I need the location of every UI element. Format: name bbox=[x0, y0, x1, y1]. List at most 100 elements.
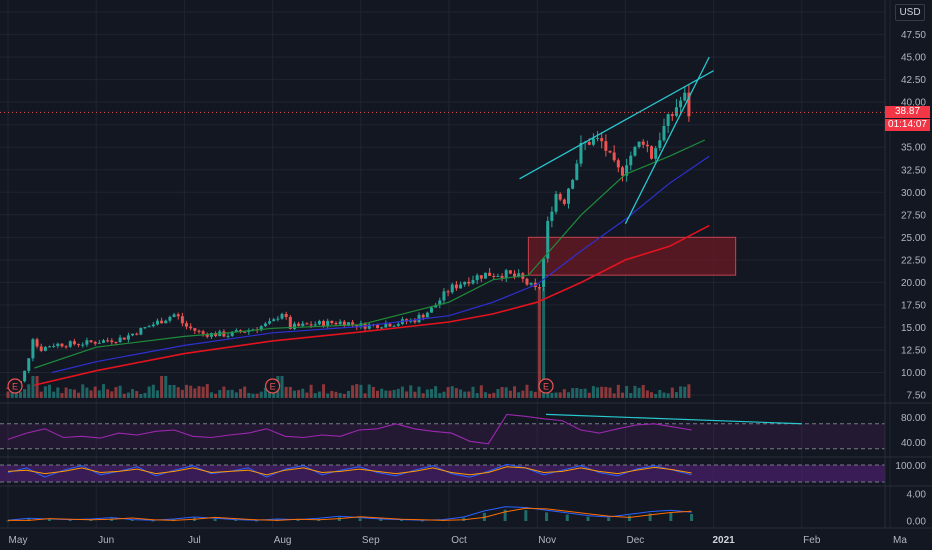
candle-body bbox=[189, 326, 193, 329]
macd-histogram-bar bbox=[524, 510, 528, 521]
candle-body bbox=[106, 340, 110, 342]
volume-bar bbox=[346, 390, 350, 398]
candle-body bbox=[467, 281, 471, 284]
volume-bar bbox=[81, 384, 85, 398]
volume-bar bbox=[479, 385, 483, 398]
volume-bar bbox=[292, 390, 296, 398]
candle-body bbox=[342, 321, 346, 326]
volume-bar bbox=[554, 392, 558, 398]
time-axis[interactable]: May Jun Jul Aug Sep Oct Nov Dec 2021 Feb Ma bbox=[9, 535, 908, 546]
macd-histogram-bar bbox=[503, 509, 507, 521]
volume-bar bbox=[209, 392, 213, 398]
candle-body bbox=[629, 155, 633, 166]
macd-histogram-bar bbox=[586, 516, 590, 521]
volume-bar bbox=[417, 386, 421, 398]
candle-body bbox=[417, 314, 421, 323]
volume-bar bbox=[226, 390, 230, 398]
volume-bar bbox=[164, 376, 168, 398]
volume-bar bbox=[114, 387, 118, 398]
volume-bar bbox=[380, 388, 384, 398]
candle-body bbox=[367, 324, 371, 329]
candle-body bbox=[81, 344, 85, 346]
candle-body bbox=[496, 275, 500, 277]
candle-body bbox=[77, 344, 81, 346]
price-tick-label: 47.50 bbox=[901, 30, 926, 41]
macd-histogram-bar bbox=[130, 519, 134, 521]
volume-bar bbox=[492, 392, 496, 398]
volume-bar bbox=[35, 376, 39, 398]
volume-bar bbox=[562, 389, 566, 398]
volume-bar bbox=[687, 384, 691, 398]
candle-body bbox=[376, 324, 380, 329]
earnings-label: E bbox=[543, 382, 549, 392]
volume-bar bbox=[429, 389, 433, 398]
price-axis[interactable]: 47.5045.0042.5040.0037.5035.0032.5030.00… bbox=[884, 0, 926, 528]
candle-body bbox=[679, 100, 683, 108]
moving-average-line bbox=[34, 224, 710, 386]
candle-body bbox=[604, 141, 608, 151]
volume-bar bbox=[608, 387, 612, 398]
candle-body bbox=[222, 331, 226, 337]
earnings-label: E bbox=[270, 382, 276, 392]
stochastic-d-line bbox=[7, 466, 692, 476]
candle-body bbox=[421, 314, 425, 318]
candle-body bbox=[537, 287, 541, 289]
macd-tick-label: 0.00 bbox=[907, 517, 927, 528]
candle-body bbox=[288, 316, 292, 329]
time-tick-label: Nov bbox=[538, 535, 556, 546]
candle-body bbox=[380, 327, 384, 329]
candle-body bbox=[56, 343, 60, 347]
time-tick-label: Oct bbox=[451, 535, 467, 546]
volume-bar bbox=[533, 391, 537, 398]
stochastic-pane: 100.00 bbox=[0, 461, 926, 483]
price-tick-label: 12.50 bbox=[901, 345, 926, 356]
pane-dividers[interactable] bbox=[0, 402, 932, 529]
rsi-line bbox=[7, 413, 692, 445]
candle-body bbox=[48, 346, 52, 348]
candle-body bbox=[446, 291, 450, 293]
earnings-marker bbox=[265, 378, 281, 394]
macd-histogram-bar bbox=[358, 518, 362, 521]
moving-average-line bbox=[51, 155, 710, 374]
volume-bar bbox=[625, 385, 629, 398]
price-tick-label: 20.00 bbox=[901, 278, 926, 289]
volume-bar bbox=[193, 388, 197, 398]
volume-bar bbox=[620, 392, 624, 398]
candle-body bbox=[591, 138, 595, 145]
volume-bar bbox=[537, 288, 541, 398]
candle-body bbox=[131, 333, 135, 336]
volume-bar bbox=[662, 392, 666, 398]
candle-body bbox=[434, 305, 438, 308]
macd-histogram-bar bbox=[627, 515, 631, 521]
candle-body bbox=[463, 281, 467, 285]
trendlines[interactable] bbox=[519, 56, 714, 225]
candle-body bbox=[118, 337, 122, 343]
currency-label[interactable]: USD bbox=[895, 4, 925, 21]
candle-body bbox=[143, 327, 147, 329]
candle-body bbox=[263, 323, 267, 327]
time-tick-label: Ma bbox=[893, 535, 907, 546]
volume-bar bbox=[243, 386, 247, 398]
candle-body bbox=[31, 339, 35, 359]
time-tick-label: May bbox=[9, 535, 28, 546]
volume-bar bbox=[351, 385, 355, 398]
supply-zone-rect bbox=[527, 236, 737, 276]
candle-body bbox=[654, 148, 658, 159]
supply-zones[interactable] bbox=[527, 236, 737, 276]
candle-body bbox=[575, 163, 579, 180]
candle-body bbox=[205, 333, 209, 337]
candle-body bbox=[567, 188, 571, 204]
volume-bar bbox=[309, 384, 313, 398]
candle-body bbox=[35, 339, 39, 347]
volume-bar bbox=[313, 393, 317, 398]
volume-bar bbox=[239, 388, 243, 398]
candle-body bbox=[230, 331, 234, 336]
macd-histogram-bar bbox=[545, 512, 549, 521]
candle-body bbox=[139, 327, 143, 335]
candle-body bbox=[546, 220, 550, 259]
volume-bar bbox=[218, 390, 222, 398]
candle-body bbox=[243, 331, 247, 333]
candle-body bbox=[459, 284, 463, 289]
